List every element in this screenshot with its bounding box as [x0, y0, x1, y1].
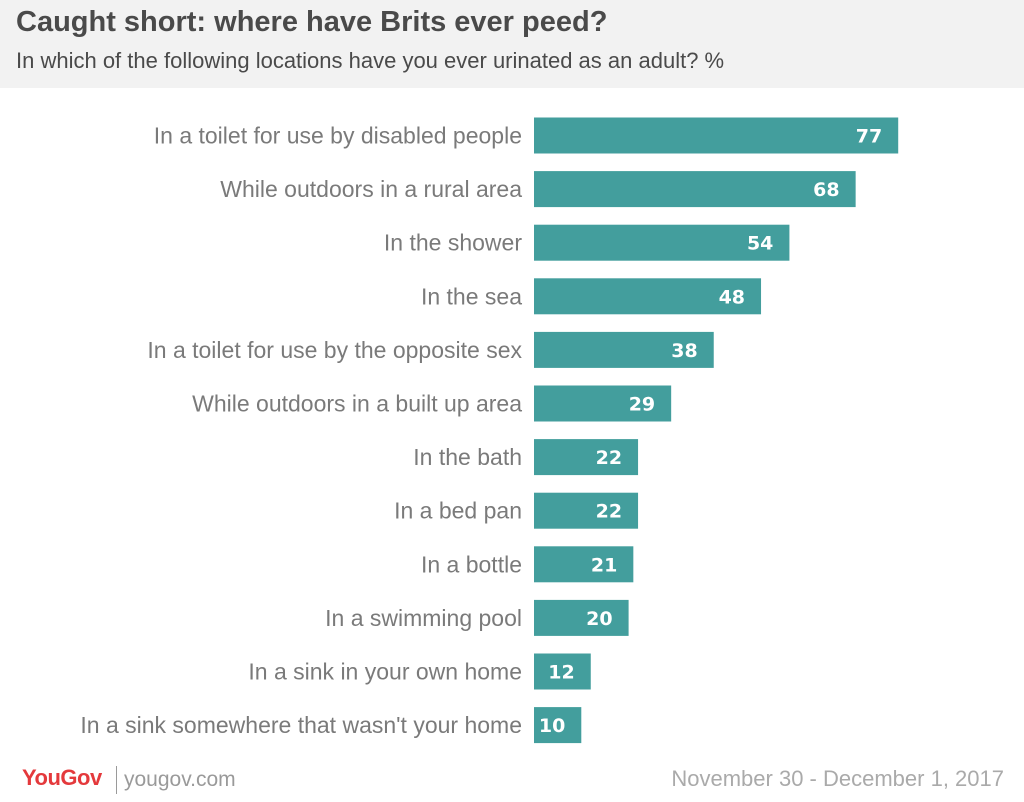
value-label: 10	[539, 715, 565, 737]
value-label: 54	[747, 233, 773, 255]
bar	[534, 385, 672, 422]
category-label: In a bottle	[421, 551, 522, 577]
category-label: In the shower	[384, 230, 522, 256]
bar	[534, 224, 790, 261]
bar	[534, 653, 591, 690]
header-band: Caught short: where have Brits ever peed…	[0, 0, 1024, 88]
yougov-logo: YouGov	[22, 765, 102, 790]
category-label: In a toilet for use by the opposite sex	[147, 337, 522, 363]
value-label: 77	[856, 126, 882, 148]
footer-site-link[interactable]: yougov.com	[124, 768, 236, 791]
bar	[534, 439, 639, 476]
value-label: 68	[813, 179, 839, 201]
value-label: 22	[596, 501, 622, 523]
footer-divider	[116, 766, 117, 794]
value-label: 48	[719, 286, 745, 308]
category-label: While outdoors in a built up area	[192, 391, 522, 417]
category-label: In a toilet for use by disabled people	[154, 123, 522, 149]
value-label: 12	[548, 662, 574, 684]
bar	[534, 278, 762, 315]
category-label: In a swimming pool	[325, 605, 522, 631]
value-label: 20	[586, 608, 612, 630]
bar	[534, 331, 714, 368]
category-label: While outdoors in a rural area	[220, 176, 522, 202]
bar	[534, 707, 582, 744]
category-label: In the sea	[421, 283, 522, 309]
bar	[534, 492, 639, 529]
value-label: 22	[596, 447, 622, 469]
bar	[534, 171, 856, 208]
bar	[534, 546, 634, 583]
bar-chart: In a toilet for use by disabled people 77…	[80, 117, 899, 744]
value-label: 38	[671, 340, 697, 362]
chart-title: Caught short: where have Brits ever peed…	[16, 6, 608, 38]
survey-date: November 30 - December 1, 2017	[671, 766, 1004, 791]
bar	[534, 117, 899, 154]
category-label: In a sink in your own home	[248, 659, 522, 685]
category-label: In a sink somewhere that wasn't your hom…	[80, 712, 522, 738]
value-label: 21	[591, 554, 617, 576]
chart-subtitle: In which of the following locations have…	[16, 48, 725, 73]
value-label: 29	[629, 394, 655, 416]
category-label: In the bath	[413, 444, 522, 470]
bars-group: In a toilet for use by disabled people 77…	[80, 117, 899, 744]
category-label: In a bed pan	[394, 498, 522, 524]
bar	[534, 599, 629, 636]
